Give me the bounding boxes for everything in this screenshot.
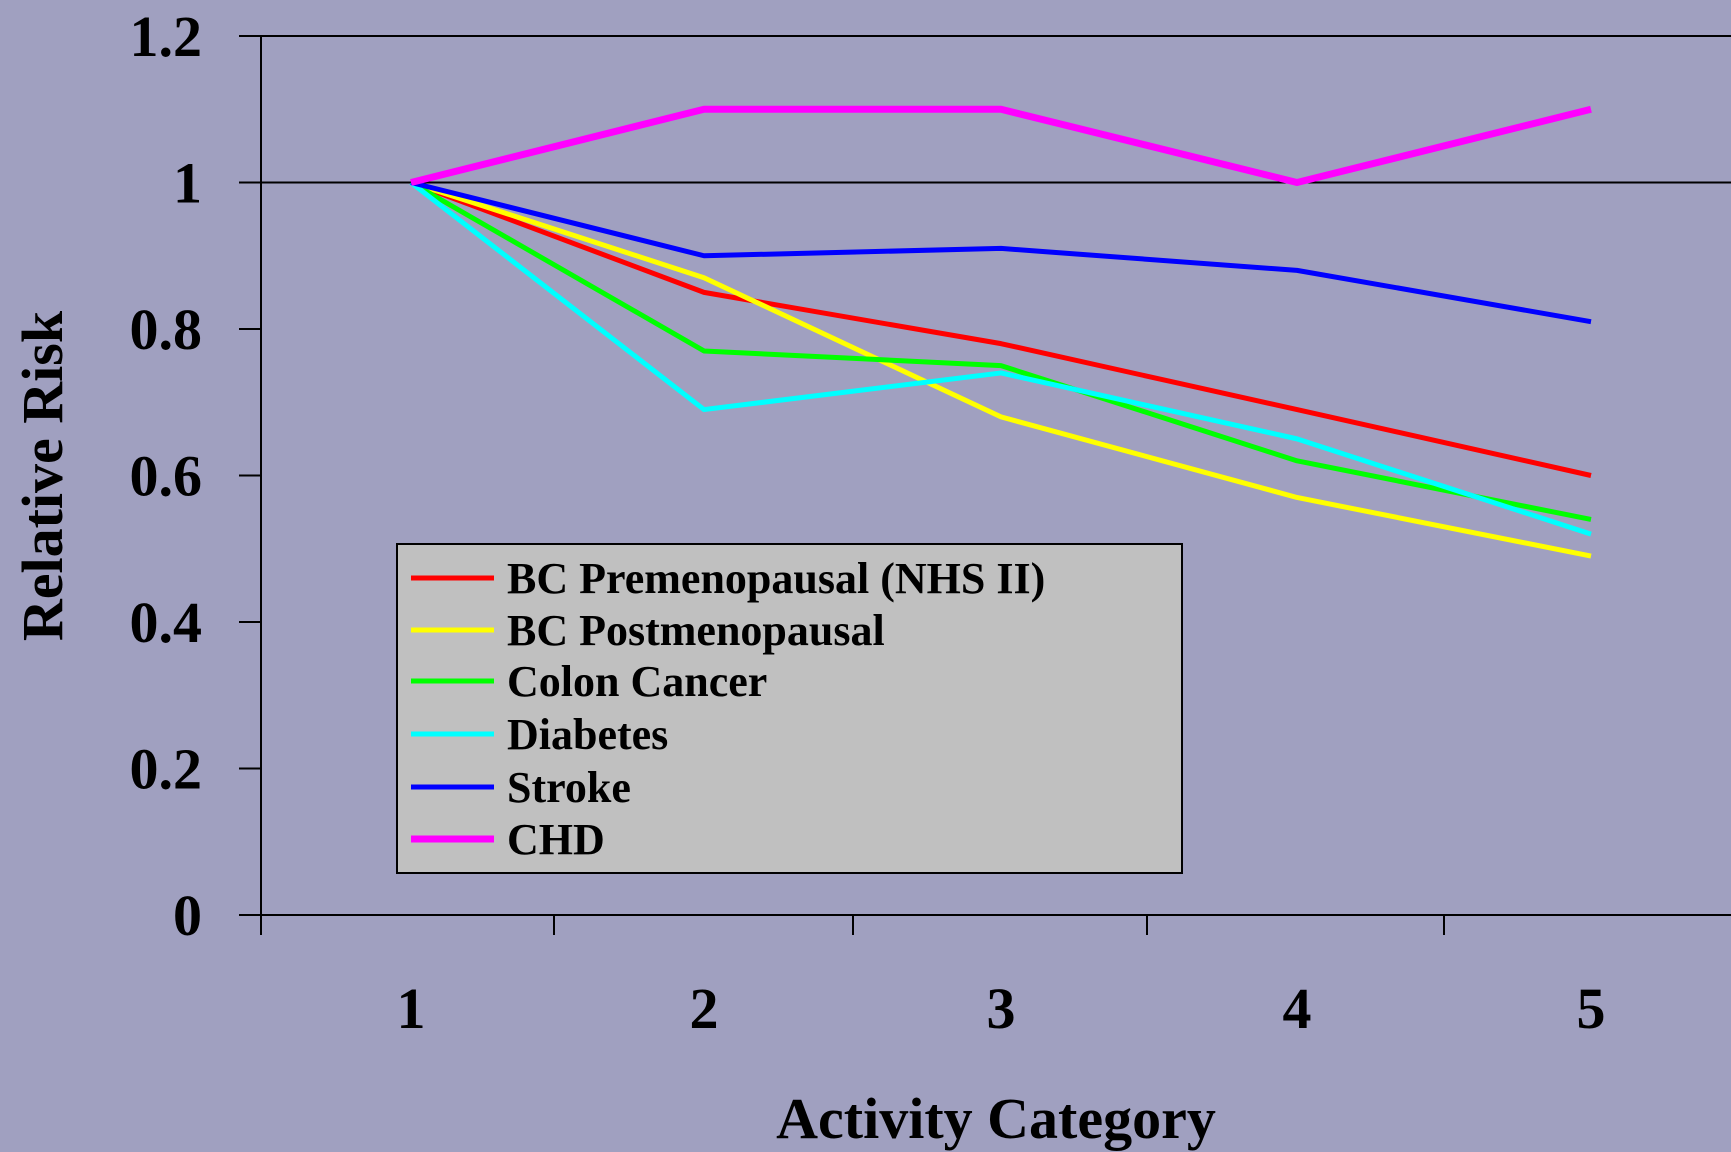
x-tick-label: 4: [1283, 976, 1312, 1041]
series-line: [409, 180, 1592, 537]
legend-label: Colon Cancer: [507, 657, 767, 706]
x-axis-label: Activity Category: [776, 1086, 1216, 1151]
y-tick-label: 0: [173, 883, 202, 948]
y-tick-label: 0.2: [130, 737, 203, 802]
legend-label: Diabetes: [507, 710, 668, 759]
x-tick-label: 2: [690, 976, 719, 1041]
axes: [239, 35, 1731, 935]
y-tick-label: 0.6: [130, 444, 203, 509]
legend-label: CHD: [507, 815, 605, 864]
x-tick-label: 1: [397, 976, 426, 1041]
y-tick-label: 0.8: [130, 297, 203, 362]
series-lines: [409, 105, 1592, 559]
x-tick-label: 5: [1577, 976, 1606, 1041]
series-line: [410, 180, 1592, 478]
series-line: [410, 105, 1592, 186]
series-line: [409, 180, 1592, 522]
legend: BC Premenopausal (NHS II)BC Postmenopaus…: [396, 543, 1183, 874]
legend-label: BC Premenopausal (NHS II): [507, 554, 1045, 603]
series-line: [410, 180, 1592, 325]
y-tick-label: 0.4: [130, 590, 203, 655]
legend-box: [396, 543, 1183, 874]
y-tick-label: 1.2: [130, 4, 203, 69]
y-tick-label: 1: [173, 151, 202, 216]
legend-label: Stroke: [507, 763, 631, 812]
legend-label: BC Postmenopausal: [507, 606, 885, 655]
x-tick-label: 3: [987, 976, 1016, 1041]
y-axis-label: Relative Risk: [10, 310, 75, 641]
tick-labels: 0 0.2 0.4 0.6 0.8 1 1.2 1 2 3 4 5: [130, 4, 1606, 1041]
series-line: [410, 180, 1592, 559]
